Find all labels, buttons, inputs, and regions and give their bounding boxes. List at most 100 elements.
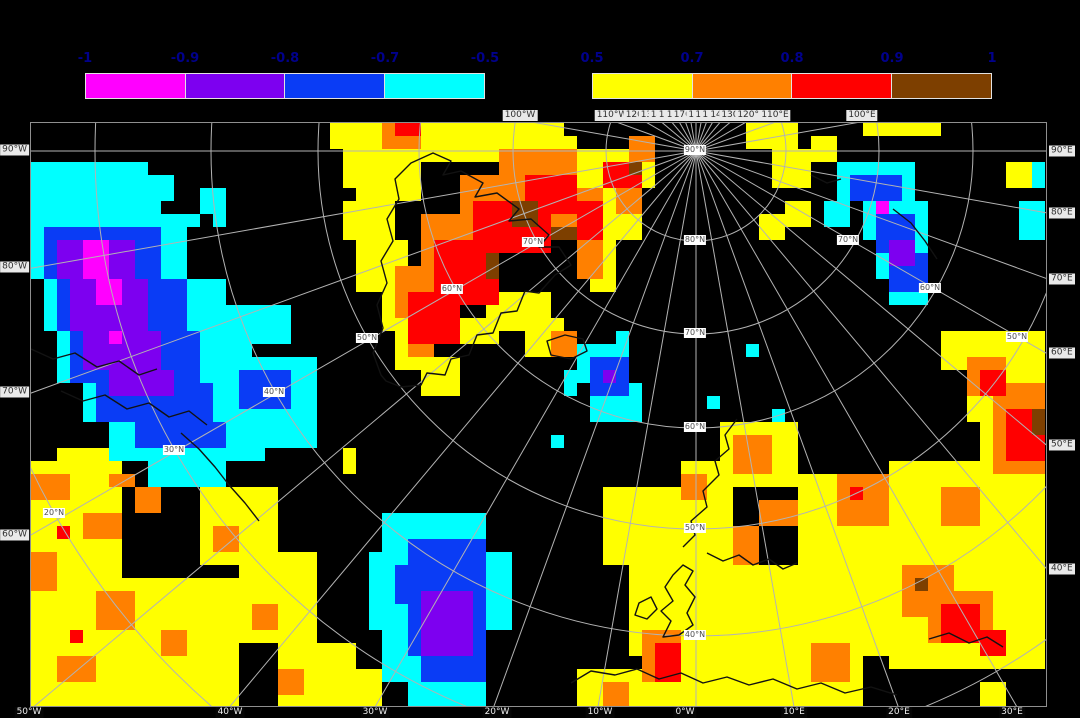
cell-orange [616, 188, 642, 214]
cell-orange [733, 435, 772, 474]
cell-orange [31, 552, 57, 591]
cell-red [395, 123, 421, 136]
lat-label-interior: 40°N [262, 387, 286, 397]
lon-label-left: 60°W [0, 529, 29, 541]
cell-yellow [772, 149, 811, 188]
colorbar-negative-segment-blue [285, 74, 385, 98]
lat-label-interior: 80°N [683, 235, 707, 245]
meridian-line [229, 150, 697, 706]
meridian-line [695, 150, 1046, 446]
coastlines [31, 152, 1004, 696]
cell-orange [603, 682, 629, 706]
cell-cyan [1032, 162, 1045, 188]
cell-orange [577, 240, 603, 279]
colorbar-positive-segment-yellow [593, 74, 693, 98]
lat-label-interior: 70°N [836, 235, 860, 245]
coastline-mediterranean [570, 668, 898, 696]
lon-label-bottom: 10°E [781, 707, 807, 718]
lon-label-right: 50°E [1049, 439, 1075, 451]
cell-brown [512, 201, 538, 227]
cell-orange [252, 604, 278, 630]
cell-cyan [31, 162, 148, 188]
cell-brown [551, 227, 577, 240]
cell-orange [499, 149, 577, 175]
coastline-greenland [372, 152, 572, 388]
lon-label-top: 100°W [502, 110, 538, 121]
cell-orange [83, 513, 122, 539]
colorbar-negative-tick-label: -0.8 [270, 51, 300, 66]
cell-cyan [824, 201, 850, 227]
cell-brown [1032, 409, 1045, 435]
coastline-novaya-zemlya [892, 208, 938, 260]
colorbar-positive-segment-brown [891, 74, 991, 98]
cell-orange [31, 474, 70, 500]
lat-label-interior: 40°N [683, 630, 707, 640]
lon-label-top: 110°E [759, 110, 791, 121]
lon-label-top: 120°E [735, 110, 767, 121]
lon-label-bottom: 10°W [585, 707, 615, 718]
colorbar-positive-segment-red [792, 74, 892, 98]
cell-orange [96, 591, 135, 630]
lon-label-bottom: 20°E [886, 707, 912, 718]
cell-magenta [96, 279, 122, 305]
lat-label-interior: 60°N [440, 284, 464, 294]
data-cells [31, 123, 1045, 706]
lat-label-interior: 30°N [162, 445, 186, 455]
lon-label-right: 60°E [1049, 347, 1075, 359]
cell-cyan [226, 305, 291, 344]
cell-red [408, 292, 460, 344]
colorbar-negative-tick-label: -1 [77, 51, 93, 66]
meridian-line [695, 150, 1046, 569]
meridian-line [493, 150, 697, 706]
colorbar-positive [592, 73, 992, 99]
cell-yellow [343, 201, 395, 240]
meridian-line [695, 150, 899, 706]
cell-yellow [863, 123, 941, 136]
cell-cyan [551, 435, 564, 448]
meridian-line [695, 150, 1018, 706]
cell-cyan [148, 461, 226, 487]
coastline-svalbard [810, 174, 842, 184]
cell-orange [278, 669, 304, 695]
lat-label-interior: 90°N [683, 145, 707, 155]
lon-label-left: 80°W [0, 261, 29, 273]
cell-cyan [564, 370, 577, 396]
cell-yellow [759, 214, 785, 240]
cell-yellow [980, 682, 1006, 706]
cell-orange [109, 474, 135, 487]
cell-yellow [57, 448, 122, 461]
meridian-line [597, 150, 697, 706]
lon-label-bottom: 30°W [360, 707, 390, 718]
cell-cyan [252, 409, 317, 448]
cell-yellow [343, 448, 356, 474]
graticule [31, 123, 1046, 706]
cell-cyan [486, 552, 512, 630]
cell-blue [395, 565, 408, 604]
coastline-black-sea [928, 632, 1004, 648]
colorbar-positive-tick-label: 0.5 [580, 51, 604, 66]
lat-label-interior: 60°N [918, 283, 942, 293]
map-frame [30, 122, 1047, 707]
cell-yellow [811, 136, 837, 162]
coastline-canada-2 [60, 390, 208, 426]
cell-orange [161, 630, 187, 656]
colorbar-negative-tick-label: -0.7 [370, 51, 400, 66]
cell-cyan [616, 331, 629, 344]
lon-label-right: 40°E [1049, 563, 1075, 575]
lon-label-bottom: 50°W [14, 707, 44, 718]
lon-label-top: 130°E [719, 110, 751, 121]
lat-label-interior: 50°N [1005, 332, 1029, 342]
colorbar-positive-segment-orange [692, 74, 792, 98]
colorbar-positive-tick-label: 1 [987, 51, 997, 66]
colorbar-negative-tick-label: -0.5 [470, 51, 500, 66]
cell-orange [811, 643, 850, 682]
cell-brown [915, 578, 928, 591]
lon-label-bottom: 30°E [999, 707, 1025, 718]
lon-label-top: 110°W [594, 110, 630, 121]
colorbar-positive-tick-label: 0.9 [880, 51, 904, 66]
lon-label-top: 100°E [846, 110, 878, 121]
coastline-canada-1 [31, 348, 158, 376]
cell-cyan [707, 396, 720, 409]
map-canvas [31, 123, 1046, 706]
cell-cyan [746, 344, 759, 357]
